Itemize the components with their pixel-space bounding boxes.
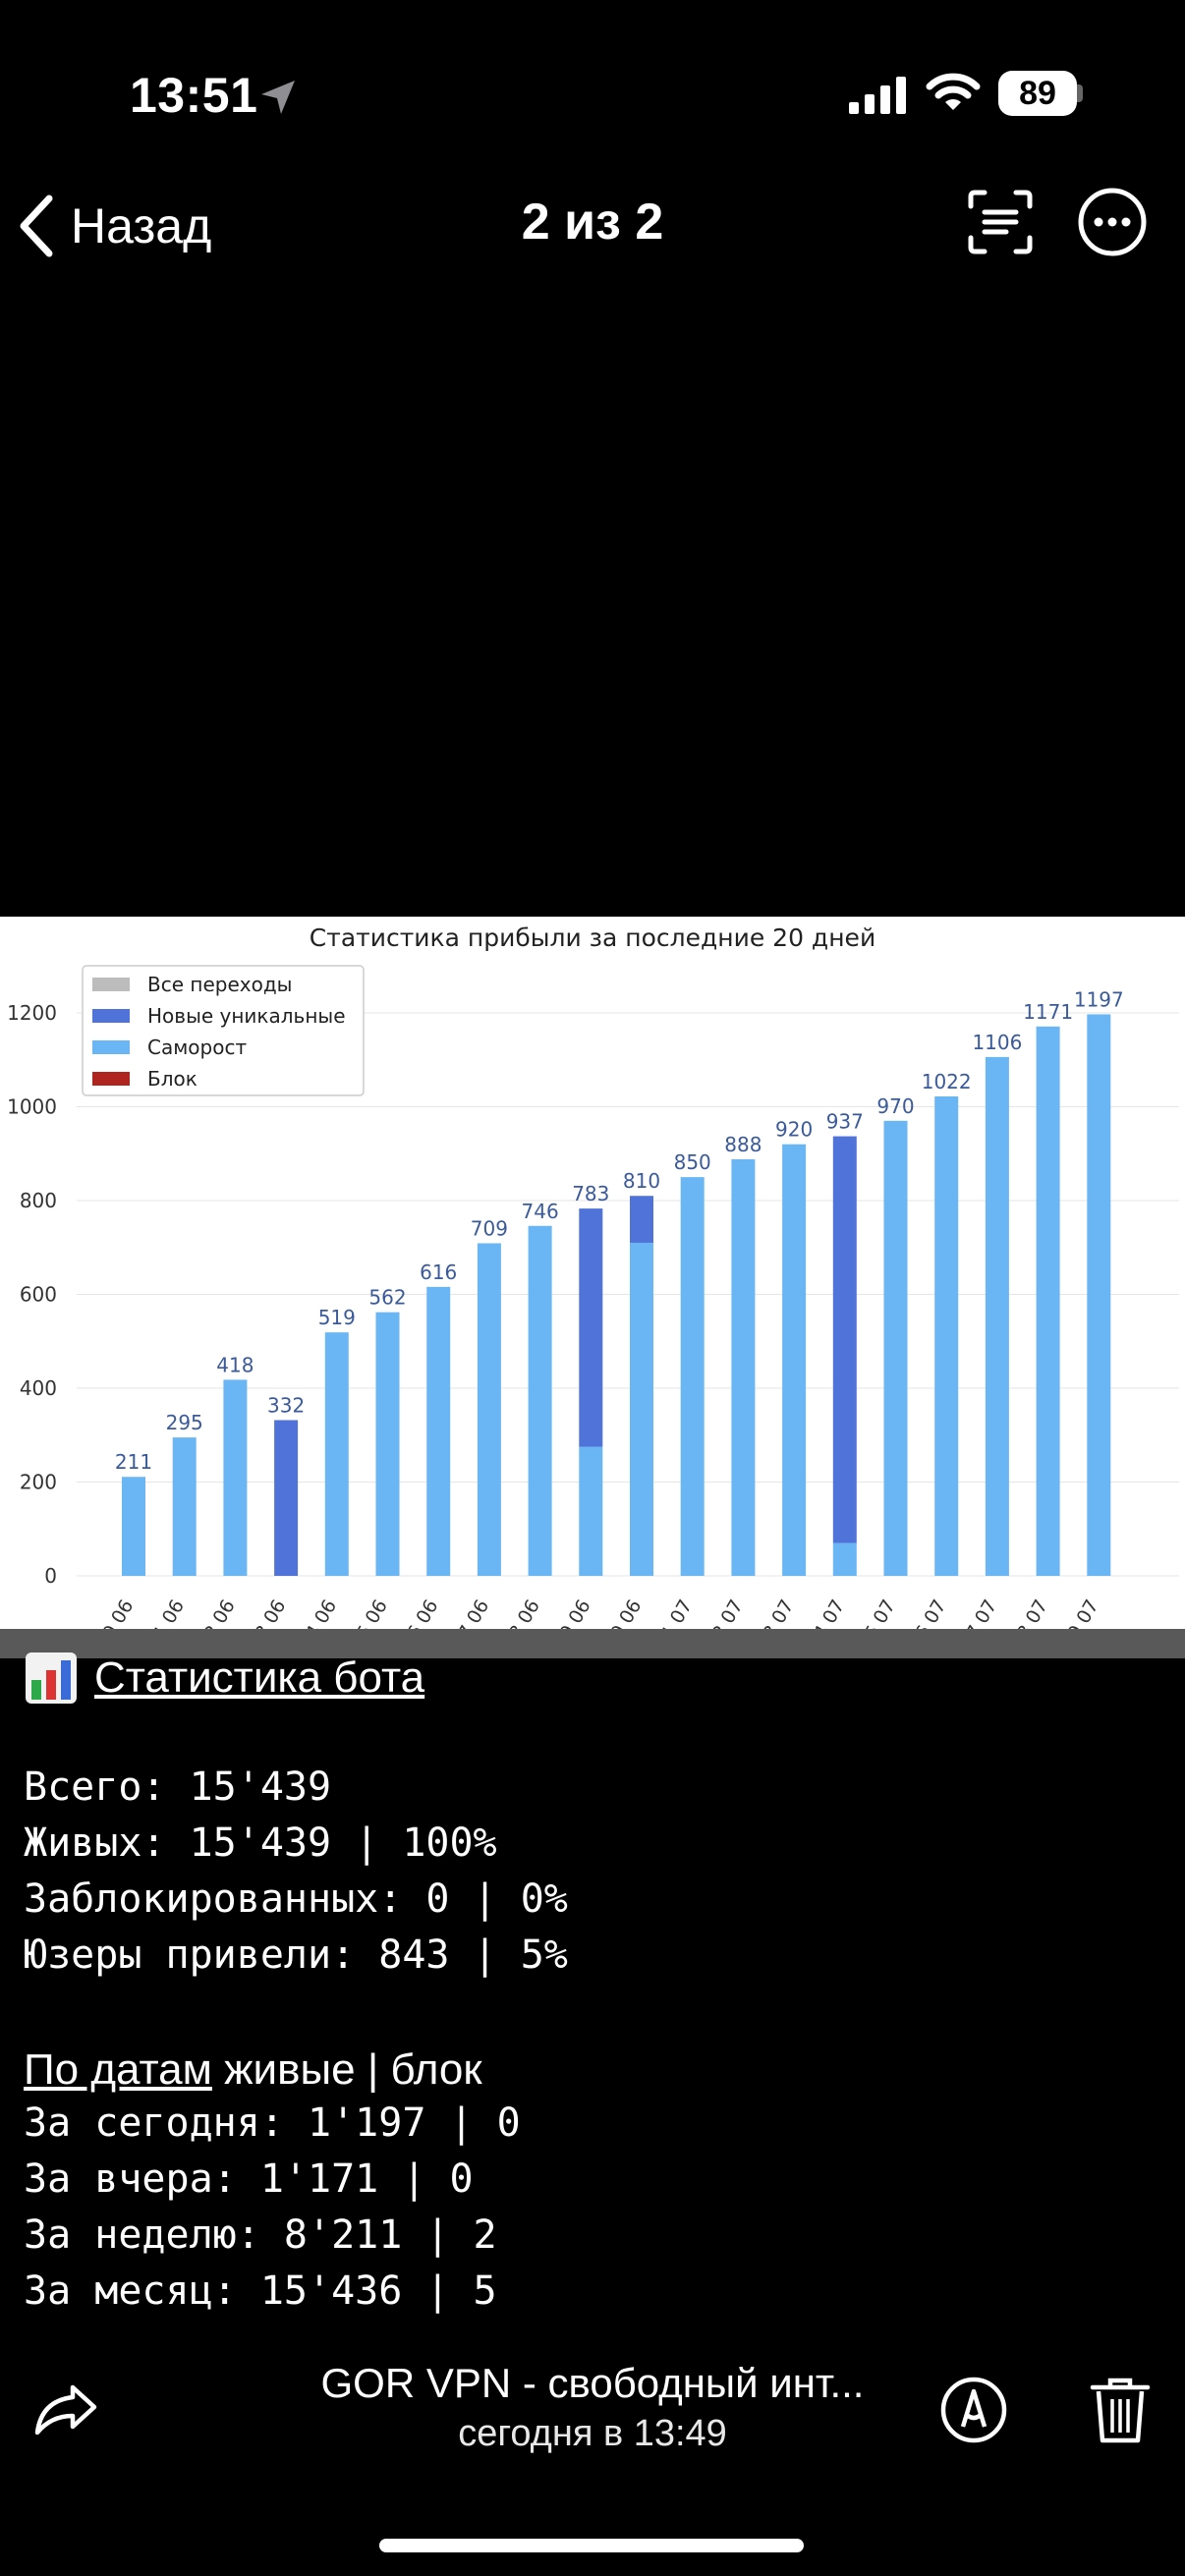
trash-icon[interactable] <box>1089 2376 1152 2444</box>
stat-line-total: Всего: 15'439 <box>24 1764 332 1810</box>
stat-line-blocked: Заблокированных: 0 | 0% <box>24 1876 568 1922</box>
live-text-scan-icon[interactable] <box>963 185 1038 259</box>
cellular-signal-icon <box>849 77 906 114</box>
bar-chart-emoji-icon <box>26 1652 77 1704</box>
bar-organic <box>934 1095 959 1576</box>
bar-value-label: 616 <box>420 1260 457 1284</box>
legend-swatch <box>92 1009 130 1023</box>
bar-organic <box>477 1243 501 1576</box>
date-line-today: За сегодня: 1'197 | 0 <box>24 2100 521 2146</box>
bar-value-label: 418 <box>216 1353 254 1376</box>
status-time: 13:51 <box>130 68 258 123</box>
legend-label: Саморост <box>147 1036 247 1059</box>
caption-subtitle: сегодня в 13:49 <box>458 2413 727 2454</box>
bar-value-label: 709 <box>471 1216 508 1240</box>
message-header-link[interactable]: Статистика бота <box>94 1653 425 1702</box>
bar-organic <box>426 1286 451 1576</box>
legend-box <box>82 965 365 1096</box>
bar-value-label: 1197 <box>1074 987 1124 1011</box>
by-dates-rest: живые | блок <box>211 2045 482 2094</box>
bar-chart: Статистика прибыли за последние 20 дней 0… <box>7 924 1179 1644</box>
share-icon[interactable] <box>31 2376 100 2444</box>
battery-level: 89 <box>1019 74 1056 112</box>
battery-indicator: 89 <box>998 71 1077 116</box>
bar-value-label: 783 <box>572 1182 609 1205</box>
location-arrow-icon <box>261 81 295 114</box>
date-line-month: За месяц: 15'436 | 5 <box>24 2268 497 2314</box>
bar-organic <box>579 1446 603 1576</box>
image-scrim <box>0 1629 1185 1658</box>
y-tick-label: 1000 <box>7 1095 57 1119</box>
legend-label: Блок <box>147 1067 198 1091</box>
bar-organic <box>375 1312 400 1576</box>
bar-value-label: 970 <box>876 1094 914 1118</box>
bar-value-label: 562 <box>368 1286 406 1310</box>
caption-title: GOR VPN - свободный инт... <box>320 2360 865 2406</box>
chart-title: Статистика прибыли за последние 20 дней <box>310 924 875 952</box>
y-tick-label: 0 <box>44 1564 57 1588</box>
bar-organic <box>782 1144 807 1576</box>
battery-cap <box>1077 84 1083 102</box>
bar-value-label: 1022 <box>922 1070 972 1093</box>
bar-organic <box>1087 1014 1111 1576</box>
bar-organic <box>630 1242 653 1576</box>
message-header: Статистика бота <box>24 1651 424 1706</box>
back-label: Назад <box>71 198 212 253</box>
y-tick-label: 1200 <box>7 1001 57 1025</box>
bar-organic <box>1036 1026 1060 1576</box>
by-dates-heading: По датам живые | блок <box>24 2045 482 2095</box>
bar-organic <box>528 1225 552 1576</box>
legend-swatch <box>92 978 130 991</box>
bar-unique <box>832 1136 857 1543</box>
back-button[interactable]: Назад <box>18 187 211 265</box>
bar-organic <box>324 1332 349 1576</box>
wifi-icon <box>926 73 981 110</box>
by-dates-link[interactable]: По датам <box>24 2045 212 2094</box>
bar-organic <box>985 1056 1009 1576</box>
bar-value-label: 519 <box>318 1306 356 1329</box>
markup-icon[interactable] <box>939 2376 1008 2444</box>
bar-value-label: 746 <box>522 1200 559 1223</box>
bar-organic <box>680 1177 705 1576</box>
legend-swatch <box>92 1072 130 1086</box>
bar-organic <box>172 1437 197 1576</box>
legend-label: Все переходы <box>147 973 292 996</box>
bar-organic <box>832 1542 857 1576</box>
bar-value-label: 920 <box>775 1118 813 1142</box>
chevron-left-icon <box>20 195 53 257</box>
bar-value-label: 810 <box>623 1169 660 1193</box>
bar-organic <box>883 1120 908 1576</box>
y-tick-label: 400 <box>20 1376 57 1400</box>
bar-value-label: 295 <box>166 1411 203 1434</box>
bar-organic <box>731 1158 756 1576</box>
legend-label: Новые уникальные <box>147 1004 346 1028</box>
y-tick-label: 600 <box>20 1283 57 1307</box>
stat-line-alive: Живых: 15'439 | 100% <box>24 1820 497 1866</box>
bar-value-label: 1106 <box>972 1031 1022 1054</box>
y-tick-label: 200 <box>20 1471 57 1494</box>
bar-value-label: 332 <box>267 1393 305 1417</box>
bar-value-label: 937 <box>826 1110 864 1134</box>
bar-value-label: 888 <box>724 1133 762 1156</box>
bar-unique <box>579 1208 603 1447</box>
more-options-icon[interactable] <box>1075 185 1150 259</box>
date-line-yesterday: За вчера: 1'171 | 0 <box>24 2156 474 2202</box>
bar-value-label: 850 <box>674 1150 711 1174</box>
y-tick-label: 800 <box>20 1189 57 1212</box>
bar-unique <box>274 1420 299 1576</box>
bar-organic <box>122 1477 145 1576</box>
date-line-week: За неделю: 8'211 | 2 <box>24 2212 497 2258</box>
legend-swatch <box>92 1040 130 1054</box>
bar-value-label: 1171 <box>1023 1000 1073 1024</box>
bar-unique <box>630 1196 653 1243</box>
home-indicator <box>379 2539 804 2552</box>
stat-line-referred: Юзеры привели: 843 | 5% <box>24 1932 568 1978</box>
bar-organic <box>223 1379 248 1576</box>
bar-value-label: 211 <box>115 1450 152 1474</box>
